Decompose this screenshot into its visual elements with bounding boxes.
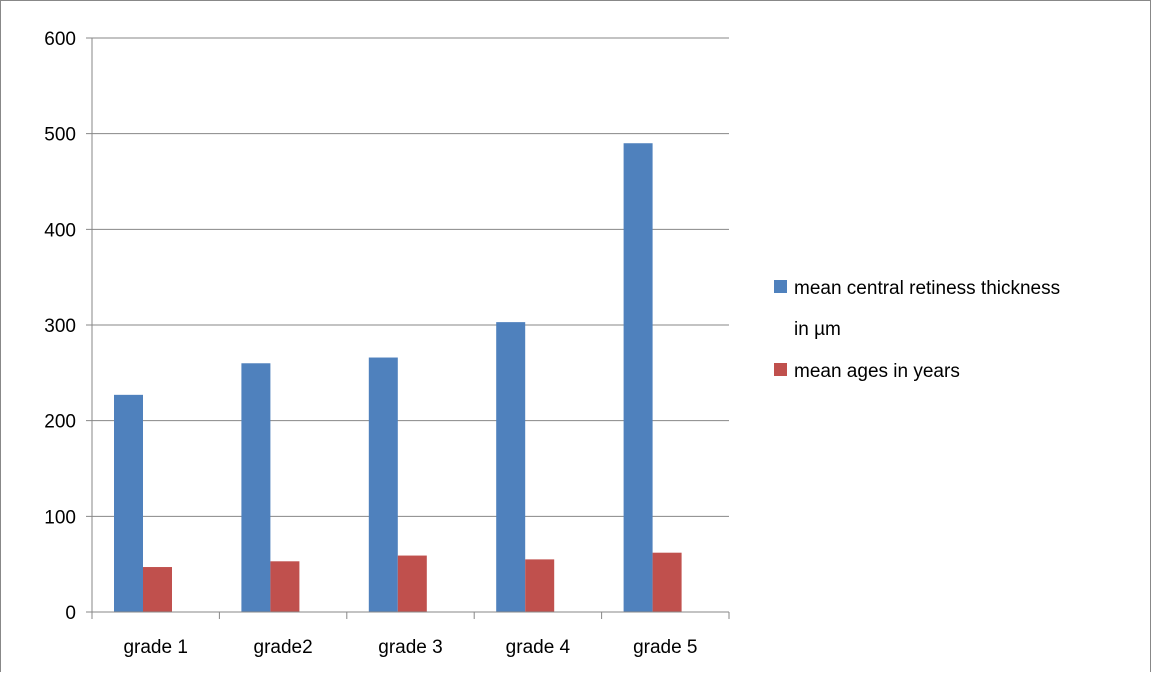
legend-swatch	[774, 280, 787, 293]
legend-label: mean central retiness thickness	[794, 278, 1060, 299]
y-tick-label: 400	[44, 220, 76, 241]
bar-thickness	[241, 363, 271, 612]
x-tick-label: grade 4	[506, 637, 571, 658]
bar-age	[270, 561, 300, 612]
y-tick-label: 200	[44, 412, 76, 433]
legend-label: mean ages in years	[794, 361, 960, 382]
x-tick-label: grade2	[254, 637, 313, 658]
x-tick-label: grade 3	[378, 637, 442, 658]
bar-thickness	[496, 322, 526, 612]
axes	[86, 38, 730, 619]
y-tick-label: 300	[44, 316, 76, 337]
bar-age	[525, 559, 555, 612]
y-axis-tick-labels: 0 100 200 300 400 500 600	[44, 29, 76, 624]
bar-age	[143, 567, 172, 612]
x-axis-tick-labels: grade 1 grade2 grade 3 grade 4 grade 5	[123, 637, 697, 658]
legend: mean central retiness thickness in µm mean…	[774, 278, 1060, 382]
y-tick-label: 600	[44, 29, 76, 50]
bar-thickness	[623, 143, 653, 612]
legend-label: in µm	[794, 319, 841, 340]
x-tick-label: grade 1	[123, 637, 187, 658]
legend-swatch	[774, 363, 787, 376]
bar-thickness	[368, 357, 398, 612]
y-tick-label: 500	[44, 125, 76, 146]
y-tick-label: 100	[44, 507, 76, 528]
bar-age	[397, 555, 427, 612]
y-tick-label: 0	[65, 603, 76, 624]
bar-thickness	[114, 394, 143, 612]
x-tick-label: grade 5	[633, 637, 697, 658]
bars	[114, 143, 682, 612]
bar-age	[652, 552, 682, 612]
gridlines	[86, 37, 729, 517]
